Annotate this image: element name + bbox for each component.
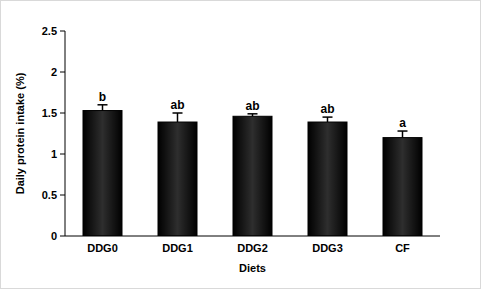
y-tick-label: 1.5	[42, 107, 57, 119]
bar	[308, 122, 347, 236]
error-bar	[323, 117, 333, 122]
y-tick	[60, 113, 65, 114]
error-bar	[398, 131, 408, 138]
y-tick	[60, 72, 65, 73]
bar	[83, 111, 122, 236]
chart-frame	[1, 1, 481, 289]
significance-letter: a	[399, 116, 406, 130]
error-cap	[98, 104, 108, 106]
bar	[233, 116, 272, 236]
chart-container: b ab ab ab a 0 0.5 1 1.5 2 2.5 DDG0 DDG1 DDG2 DDG3 CF Di…	[0, 0, 481, 289]
error-bar	[173, 113, 183, 122]
error-cap	[173, 112, 183, 114]
y-tick-label: 2.5	[42, 25, 57, 37]
x-tick-label: CF	[395, 242, 410, 254]
bars	[83, 105, 422, 236]
y-tick	[60, 154, 65, 155]
x-axis	[65, 236, 440, 237]
chart-svg: b ab ab ab a 0 0.5 1 1.5 2 2.5 DDG0 DDG1 DDG2 DDG3 CF Di…	[0, 0, 481, 289]
y-tick	[60, 195, 65, 196]
y-tick-label: 0.5	[42, 189, 57, 201]
bar	[383, 138, 422, 236]
error-stem	[102, 105, 104, 111]
significance-letter: ab	[170, 98, 184, 112]
significance-letter: b	[99, 90, 106, 104]
significance-letter: ab	[245, 99, 259, 113]
bar	[158, 122, 197, 236]
y-tick-label: 2	[51, 66, 57, 78]
error-cap	[248, 113, 258, 115]
significance-letter: ab	[320, 102, 334, 116]
x-axis-label: Diets	[239, 262, 266, 274]
error-stem	[402, 131, 404, 138]
y-axis	[65, 31, 66, 236]
x-tick-label: DDG1	[162, 242, 193, 254]
error-bar	[98, 105, 108, 111]
y-axis-label: Daily protein intake (%)	[14, 72, 26, 194]
x-tick-label: DDG2	[237, 242, 268, 254]
error-cap	[323, 116, 333, 118]
error-bar	[248, 114, 258, 116]
error-cap	[398, 130, 408, 132]
x-tick-label: DDG0	[87, 242, 118, 254]
y-tick-label: 0	[51, 230, 57, 242]
y-tick	[60, 236, 65, 237]
x-tick-label: DDG3	[312, 242, 343, 254]
error-stem	[177, 113, 179, 122]
y-tick	[60, 31, 65, 32]
y-tick-label: 1	[51, 148, 57, 160]
